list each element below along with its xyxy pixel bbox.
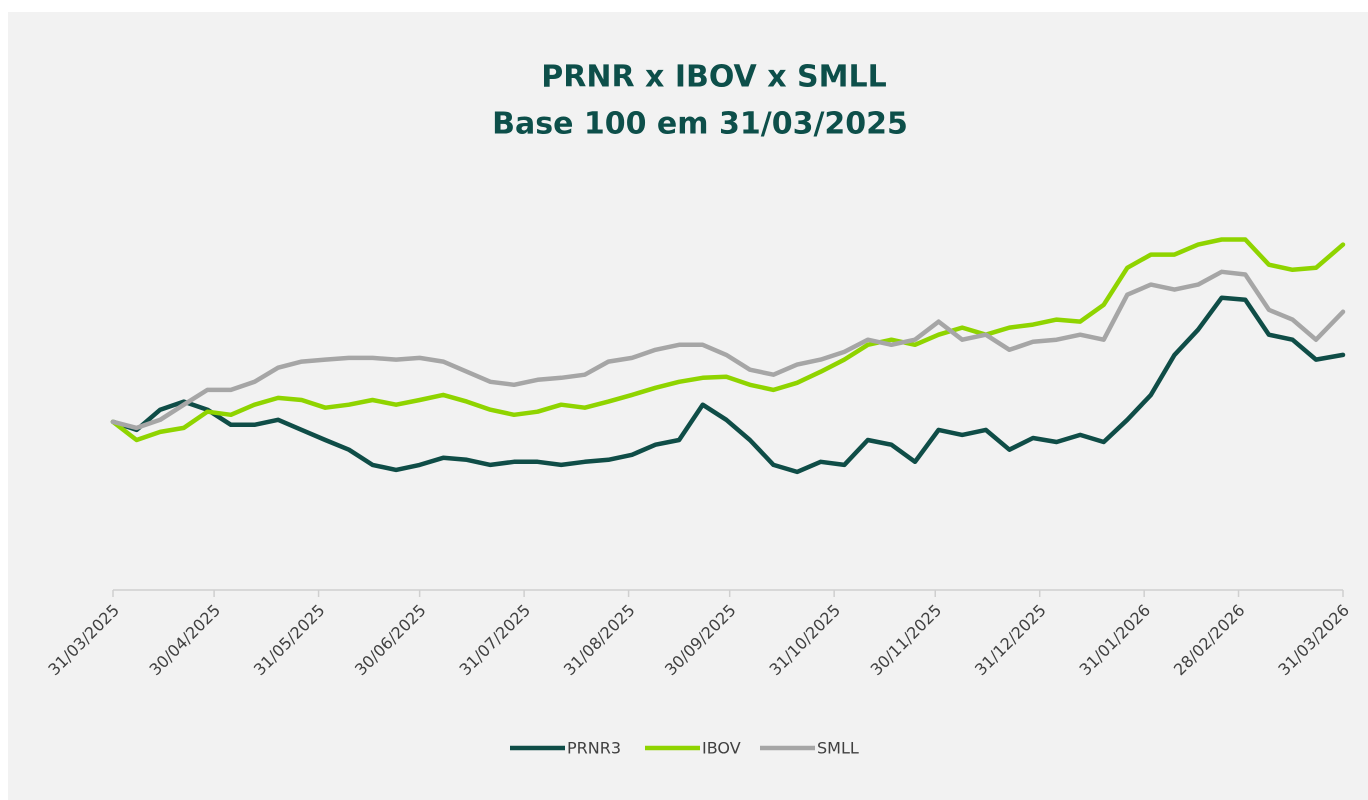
series-line (110, 269, 1346, 431)
series-line (110, 295, 1346, 475)
legend-label: PRNR3 (567, 739, 621, 758)
legend-label: IBOV (702, 739, 741, 758)
legend-label: SMLL (817, 739, 859, 758)
chart-subtitle: Base 100 em 31/03/2025 (492, 107, 908, 142)
series-line (110, 237, 1346, 443)
chart-title: PRNR x IBOV x SMLL (541, 60, 886, 95)
